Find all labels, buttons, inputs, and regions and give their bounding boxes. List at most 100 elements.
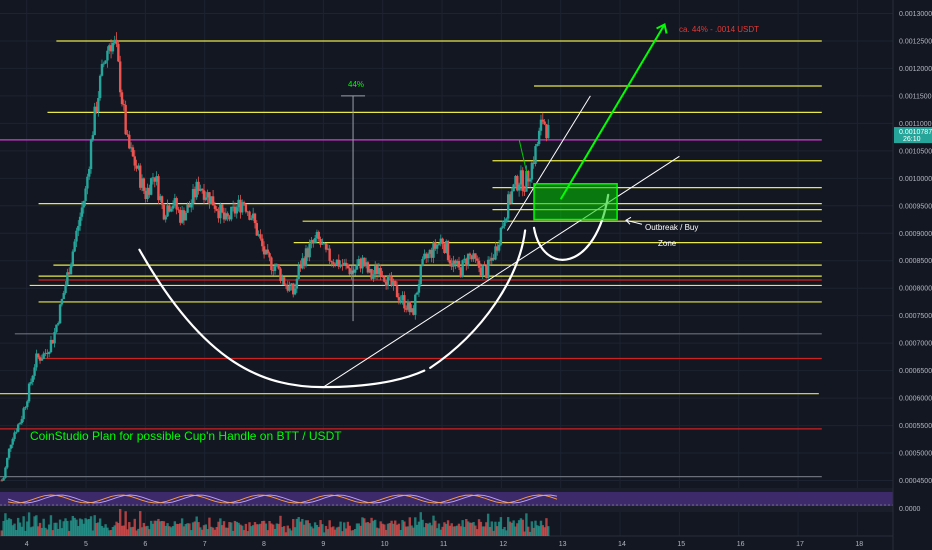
volume-bar [341, 531, 344, 536]
volume-bar [497, 521, 501, 536]
volume-bar [483, 526, 486, 536]
volume-bar [388, 523, 391, 536]
volume-bar [359, 525, 362, 536]
volume-bar [292, 519, 295, 536]
candle-body [517, 184, 521, 191]
volume-bar [251, 525, 255, 536]
volume-bar [177, 524, 180, 536]
candle-body [262, 246, 266, 255]
candle-body [435, 244, 439, 249]
candle-body [323, 243, 326, 244]
price-tick-label: 0.0006500 [899, 368, 932, 375]
candle-body [24, 406, 27, 409]
volume-bar [508, 521, 512, 536]
volume-bar [392, 523, 395, 536]
volume-bar [208, 517, 211, 536]
candle-body [501, 226, 504, 228]
candle-body [75, 230, 78, 242]
volume-bar [131, 526, 135, 536]
candle-body [184, 212, 187, 221]
candle-body [350, 270, 353, 275]
oscillator-band [0, 492, 893, 506]
volume-bar [20, 526, 24, 536]
candle-body [532, 162, 535, 164]
volume-bar [461, 520, 464, 536]
candle-body [226, 213, 229, 217]
volume-bar [394, 520, 397, 536]
volume-bar [224, 527, 228, 536]
volume-bar [368, 523, 371, 536]
volume-bar [457, 523, 461, 536]
candle-body [530, 162, 534, 180]
volume-bar [262, 520, 266, 536]
candle-body [109, 45, 113, 52]
candle-body [97, 98, 100, 113]
candle-body [202, 190, 206, 200]
date-tick-label: 18 [855, 541, 863, 548]
volume-bar [530, 521, 534, 536]
volume-bar [80, 519, 84, 536]
volume-bar [235, 521, 238, 536]
candle-body [326, 248, 330, 250]
candle-body [197, 181, 200, 191]
candle-body [151, 177, 155, 179]
volume-bar [217, 521, 220, 536]
candle-body [282, 277, 286, 285]
volume-bar [162, 521, 166, 536]
candle-body [115, 39, 118, 45]
candle-body [521, 170, 524, 191]
volume-bar [282, 526, 286, 536]
candle-body [177, 209, 180, 211]
volume-bar [295, 518, 299, 536]
candle-body [315, 231, 319, 239]
volume-bar [51, 530, 54, 536]
candle-body [162, 204, 166, 220]
candle-body [355, 264, 359, 270]
target-arrow-head [656, 23, 668, 34]
volume-bar [186, 523, 189, 536]
price-tick-label: 0.0013000 [899, 11, 932, 18]
candle-body [71, 251, 75, 265]
volume-bar [297, 517, 300, 536]
candle-body [118, 61, 122, 93]
candle-body [527, 171, 530, 182]
volume-bar [24, 530, 27, 536]
volume-bar [122, 525, 126, 536]
price-tick-label: 0.0006000 [899, 396, 932, 403]
volume-bar [210, 526, 213, 536]
candle-body [137, 165, 140, 169]
volume-bar [353, 529, 357, 536]
volume-bar [139, 511, 142, 536]
volume-bar [486, 513, 490, 536]
volume-bar [273, 528, 277, 536]
candle-body [113, 39, 116, 43]
price-tick-label: 0.0011500 [899, 93, 932, 100]
candle-body [421, 258, 424, 267]
volume-bar [237, 522, 240, 536]
volume-bar [266, 530, 269, 536]
date-tick-label: 13 [559, 541, 567, 548]
candle-body [133, 156, 136, 166]
volume-bar [501, 529, 504, 536]
candle-body [255, 223, 259, 236]
candle-body [339, 264, 342, 267]
volume-bar [248, 522, 251, 536]
volume-bar [361, 517, 364, 536]
candle-body [84, 188, 87, 202]
candle-body [264, 249, 268, 255]
stoch-k-line [7, 494, 558, 504]
volume-bar [6, 519, 9, 536]
volume-bar [417, 521, 421, 536]
candle-body [182, 210, 186, 221]
candle-body [313, 238, 317, 243]
volume-bar [253, 522, 257, 536]
volume-bar [171, 526, 175, 536]
candle-body [463, 258, 466, 261]
candle-body [539, 119, 543, 131]
candle-body [62, 293, 65, 300]
volume-bar [206, 529, 209, 536]
candle-body [304, 248, 308, 266]
volume-bar [494, 521, 497, 536]
volume-bar [288, 528, 291, 536]
volume-bar [506, 517, 510, 536]
